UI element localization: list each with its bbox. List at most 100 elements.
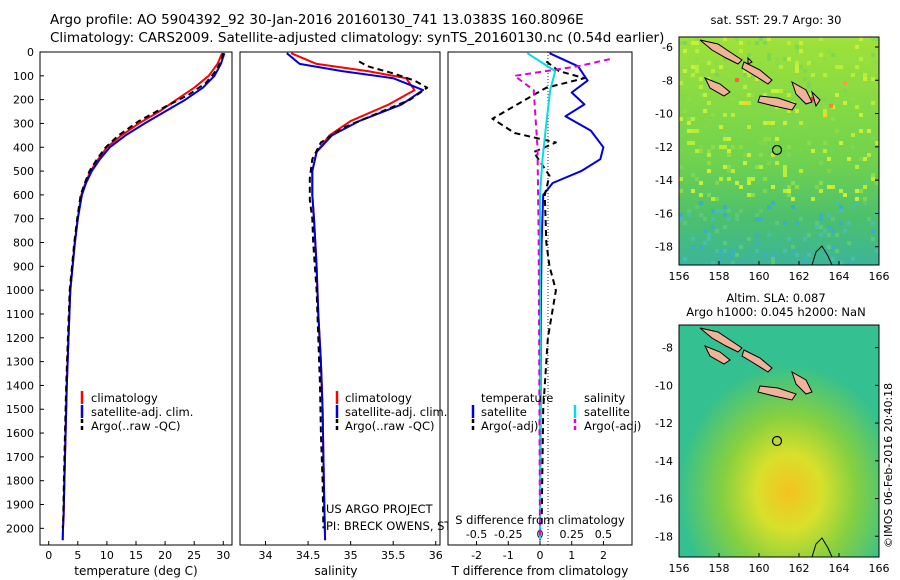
sla-map-title-1: Altim. SLA: 0.087 <box>726 291 825 305</box>
sst-pixel <box>699 245 703 249</box>
sst-pixel <box>867 105 871 109</box>
island-shape <box>699 39 743 65</box>
sst-pixel <box>819 189 823 193</box>
island-shape <box>741 349 773 373</box>
coastline-contour <box>811 245 833 266</box>
sst-pixel <box>707 153 711 157</box>
sst-pixel <box>683 257 687 261</box>
sst-pixel <box>703 241 707 245</box>
depth-tick-label: 800 <box>13 237 34 250</box>
sst-pixel <box>859 157 863 161</box>
sst-pixel <box>715 249 719 253</box>
sst-pixel <box>731 169 735 173</box>
sst-pixel <box>775 57 779 61</box>
lon-tick-label: 162 <box>789 562 810 575</box>
sst-pixel <box>831 185 835 189</box>
island-shape <box>741 61 773 85</box>
island-shape <box>757 385 797 401</box>
sst-pixel <box>771 121 775 125</box>
sst-pixel <box>751 193 755 197</box>
depth-tick-label: 1900 <box>6 499 34 512</box>
sst-pixel <box>695 69 699 73</box>
lat-tick-label: -6 <box>662 41 673 54</box>
sst-pixel <box>803 237 807 241</box>
sst-pixel <box>751 177 755 181</box>
sst-pixel <box>715 73 719 77</box>
sst-pixel <box>707 77 711 81</box>
t-difference-x-label: T difference from climatology <box>451 564 629 578</box>
sst-pixel <box>795 45 799 49</box>
sst-pixel <box>839 261 843 265</box>
sst-pixel <box>783 169 787 173</box>
series-line-salinity-argo-adj- <box>513 58 611 541</box>
depth-tick-label: 2000 <box>6 522 34 535</box>
sst-pixel <box>687 97 691 101</box>
s-diff-tick-label: -0.5 <box>466 528 487 541</box>
sst-pixel <box>767 205 771 209</box>
difference-legend: temperature salinity satellite Argo(-adj… <box>471 391 641 433</box>
sst-pixel <box>871 53 875 57</box>
sst-pixel <box>775 221 779 225</box>
sst-pixel <box>787 153 791 157</box>
x-tick-label: 0 <box>537 549 544 562</box>
header-line-1: Argo profile: AO 5904392_92 30-Jan-2016 … <box>50 12 584 28</box>
sst-pixel <box>819 213 823 217</box>
series-line-salinity-satellite <box>526 52 557 541</box>
depth-tick-label: 700 <box>13 213 34 226</box>
sst-pixel <box>699 85 703 89</box>
sst-pixel <box>755 41 759 45</box>
sst-pixel <box>771 201 775 205</box>
sst-pixel <box>723 133 727 137</box>
sst-pixel <box>871 237 875 241</box>
sst-pixel <box>731 113 735 117</box>
sst-pixel <box>683 85 687 89</box>
sst-pixel <box>759 61 763 65</box>
sst-pixel <box>711 197 715 201</box>
temperature-x-axis: 0 5 10 15 20 25 30 <box>45 541 230 562</box>
sst-pixel <box>683 109 687 113</box>
sst-pixel <box>767 121 771 125</box>
sst-pixel <box>787 57 791 61</box>
sst-pixel <box>763 41 767 45</box>
sst-pixel <box>691 173 695 177</box>
sst-pixel <box>783 165 787 169</box>
sst-pixel <box>695 57 699 61</box>
sst-pixel <box>863 157 867 161</box>
sst-pixel <box>679 217 683 221</box>
sst-pixel <box>823 149 827 153</box>
s-diff-tick-label: 0.5 <box>595 528 613 541</box>
sst-pixel <box>871 37 875 41</box>
legend-label-t-argo: Argo(-adj) <box>481 419 538 433</box>
sst-pixel <box>763 137 767 141</box>
sst-pixel <box>875 249 879 253</box>
lon-tick-label: 156 <box>669 562 690 575</box>
sst-pixel <box>759 141 763 145</box>
sst-pixel <box>703 229 707 233</box>
sst-pixel <box>783 189 787 193</box>
island-shape <box>791 80 813 105</box>
sst-pixel <box>683 49 687 53</box>
sst-pixel <box>775 161 779 165</box>
sst-pixel <box>847 241 851 245</box>
sla-coastlines <box>699 327 813 401</box>
sst-noise-pixels <box>679 37 879 265</box>
salinity-axes-frame <box>239 51 441 546</box>
sst-pixel <box>723 113 727 117</box>
salinity-legend: climatology satellite-adj. clim. Argo(..… <box>335 391 447 433</box>
sst-pixel <box>819 161 823 165</box>
sst-pixel <box>839 65 843 69</box>
sst-pixel <box>739 133 743 137</box>
x-tick-label: 34 <box>259 549 273 562</box>
sst-pixel <box>771 89 775 93</box>
lat-tick-label: -18 <box>655 241 673 254</box>
argo-position-marker <box>771 435 783 447</box>
temperature-x-label: temperature (deg C) <box>74 564 197 578</box>
sst-pixel <box>795 49 799 53</box>
sst-pixel <box>739 41 743 45</box>
sst-pixel <box>691 65 695 69</box>
sst-pixel <box>691 245 695 249</box>
series-line-satellite-adj-clim- <box>286 52 424 541</box>
sst-pixel <box>831 53 835 57</box>
lon-tick-label: 166 <box>869 270 890 283</box>
